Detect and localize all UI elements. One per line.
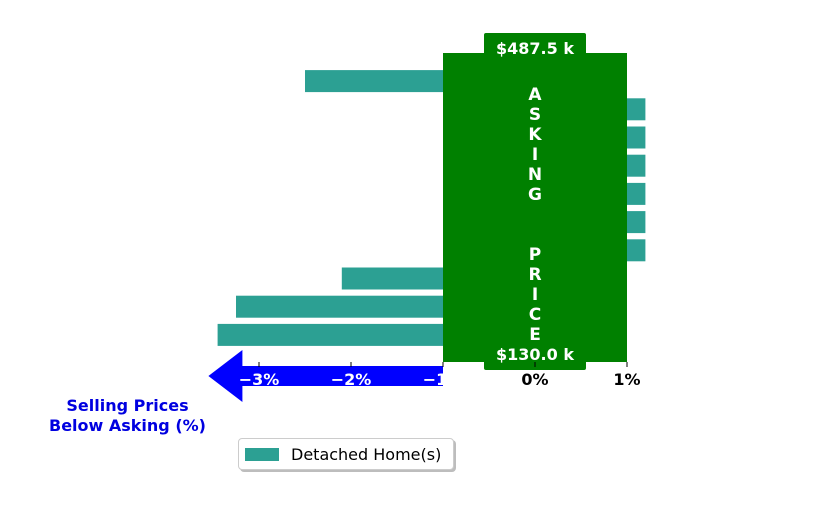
- band-text-letter: G: [528, 185, 542, 205]
- x-tick-label: −1%: [423, 370, 464, 389]
- price-bottom-box: [484, 342, 586, 370]
- asking-price-band: [443, 53, 627, 362]
- x-tick-label: −3%: [239, 370, 280, 389]
- price-top-box: [484, 33, 586, 61]
- legend-swatch: [245, 447, 279, 461]
- x-tick-label: 0%: [521, 370, 548, 389]
- x-tick-label: 1%: [613, 370, 640, 389]
- band-text-letter: E: [529, 325, 541, 345]
- band-text-letter: I: [532, 145, 538, 165]
- band-text-letter: S: [529, 105, 541, 125]
- x-tick-label: −2%: [331, 370, 372, 389]
- band-text-letter: P: [529, 245, 541, 265]
- band-text-letter: K: [528, 125, 542, 145]
- legend-label: Detached Home(s): [291, 444, 442, 464]
- below-asking-arrow: [208, 350, 443, 402]
- legend: Detached Home(s): [238, 438, 454, 470]
- band-text-letter: I: [532, 285, 538, 305]
- band-text-letter: N: [528, 165, 542, 185]
- band-text-letter: R: [528, 265, 541, 285]
- band-text-letter: C: [529, 305, 541, 325]
- price-bottom-label: $130.0 k: [496, 345, 574, 364]
- x-axis-ticks: −3% −2% −1% 0% 1%: [239, 362, 641, 389]
- below-asking-label-line: Selling Prices: [66, 396, 189, 415]
- price-top-label: $487.5 k: [496, 39, 574, 58]
- below-asking-label-line: Below Asking (%): [49, 416, 206, 435]
- below-asking-label: Selling Prices Below Asking (%): [40, 396, 215, 436]
- band-text-letter: A: [528, 85, 542, 105]
